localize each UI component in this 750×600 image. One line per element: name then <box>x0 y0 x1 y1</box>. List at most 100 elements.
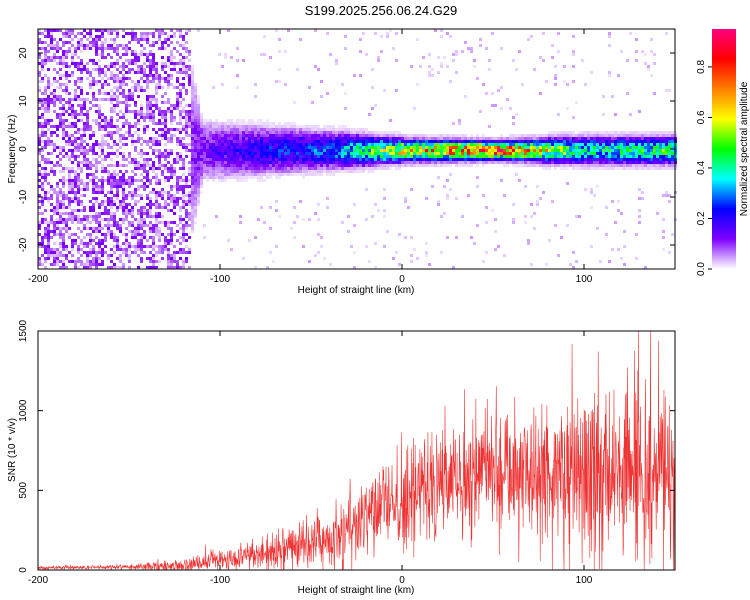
spectrogram-cell <box>524 152 527 155</box>
spectrogram-cell <box>131 245 134 248</box>
spectrogram-cell <box>650 140 653 143</box>
spectrogram-cell <box>71 245 74 248</box>
spectrogram-cell <box>41 128 44 131</box>
spectrogram-cell <box>329 164 332 167</box>
spectrogram-cell <box>347 140 350 143</box>
spectrogram-cell <box>68 41 71 44</box>
spectrogram-cell <box>398 161 401 164</box>
spectrogram-cell <box>395 131 398 134</box>
spectrogram-cell <box>182 65 185 68</box>
spectrogram-cell <box>197 29 200 32</box>
spectrogram-cell <box>191 173 194 176</box>
spectrogram-cell <box>260 140 263 143</box>
spectrogram-cell <box>155 200 158 203</box>
spectrogram-cell <box>302 158 305 161</box>
spectrogram-cell <box>623 131 626 134</box>
spectrogram-cell <box>122 200 125 203</box>
spectrogram-cell <box>305 131 308 134</box>
spectrogram-cell <box>158 122 161 125</box>
spectrogram-cell <box>152 128 155 131</box>
spectrogram-cell <box>443 152 446 155</box>
spectrogram-cell <box>467 161 470 164</box>
spectrogram-cell <box>80 209 83 212</box>
spectrogram-cell <box>74 89 77 92</box>
spectrogram-cell <box>293 125 296 128</box>
spectrogram-cell <box>521 149 524 152</box>
spectrogram-cell <box>59 179 62 182</box>
spectrogram-cell <box>134 122 137 125</box>
spectrogram-cell <box>539 161 542 164</box>
spectrogram-cell <box>470 143 473 146</box>
spectrogram-cell <box>287 137 290 140</box>
spectrogram-cell <box>455 155 458 158</box>
spectrogram-cell <box>206 179 209 182</box>
spectrogram-cell <box>203 134 206 137</box>
spectrogram-cell <box>425 134 428 137</box>
spectrogram-cell <box>302 173 305 176</box>
spectrogram-cell <box>152 59 155 62</box>
spectrogram-cell <box>110 260 113 263</box>
spectrogram-cell <box>326 158 329 161</box>
spectrogram-cell <box>668 137 671 140</box>
spectrogram-cell <box>302 140 305 143</box>
spectrogram-cell <box>89 149 92 152</box>
spectrogram-cell <box>380 146 383 149</box>
spectrogram-cell <box>578 155 581 158</box>
spectrogram-cell <box>56 62 59 65</box>
spectrogram-cell <box>419 143 422 146</box>
spectrogram-cell <box>38 221 41 224</box>
spectrogram-cell <box>122 29 125 32</box>
spectrogram-cell <box>536 185 539 188</box>
spectrogram-cell <box>287 155 290 158</box>
spectrogram-cell <box>665 194 668 197</box>
spectrogram-cell <box>251 137 254 140</box>
spectrogram-cell <box>164 149 167 152</box>
spectrogram-cell <box>95 218 98 221</box>
spectrogram-cell <box>62 212 65 215</box>
spectrogram-cell <box>323 125 326 128</box>
spectrogram-cell <box>662 152 665 155</box>
spectrogram-cell <box>65 152 68 155</box>
spectrogram-cell <box>545 149 548 152</box>
spectrogram-cell <box>557 155 560 158</box>
spectrogram-cell <box>593 131 596 134</box>
spectrogram-cell <box>86 47 89 50</box>
spectrogram-cell <box>38 137 41 140</box>
spectrogram-cell <box>101 188 104 191</box>
spectrogram-cell <box>131 194 134 197</box>
spectrogram-cell <box>323 170 326 173</box>
spectrogram-cell <box>422 149 425 152</box>
spectrogram-cell <box>398 233 401 236</box>
spectrogram-cell <box>614 113 617 116</box>
spectrogram-cell <box>116 80 119 83</box>
spectrogram-cell <box>659 152 662 155</box>
spectrogram-cell <box>134 230 137 233</box>
spectrogram-cell <box>482 164 485 167</box>
spectrogram-cell <box>62 35 65 38</box>
spectrogram-cell <box>581 158 584 161</box>
spectrogram-cell <box>449 155 452 158</box>
spectrogram-cell <box>329 125 332 128</box>
spectrogram-cell <box>449 164 452 167</box>
spectrogram-cell <box>485 206 488 209</box>
spectrogram-cell <box>329 146 332 149</box>
spectrogram-cell <box>56 197 59 200</box>
spectrogram-cell <box>371 143 374 146</box>
spectrogram-cell <box>647 161 650 164</box>
spectrogram-cell <box>128 266 131 269</box>
spectrogram-cell <box>110 134 113 137</box>
spectrogram-cell <box>308 260 311 263</box>
spectrogram-cell <box>596 140 599 143</box>
spectrogram-cell <box>128 68 131 71</box>
spectrogram-cell <box>116 53 119 56</box>
spectrogram-cell <box>92 215 95 218</box>
spectrogram-cell <box>212 134 215 137</box>
spectrogram-cell <box>59 188 62 191</box>
spectrogram-cell <box>104 194 107 197</box>
spectrogram-cell <box>62 203 65 206</box>
spectrogram-cell <box>95 263 98 266</box>
spectrogram-cell <box>80 167 83 170</box>
spectrogram-cell <box>557 164 560 167</box>
spectrogram-cell <box>230 173 233 176</box>
spectrogram-cell <box>299 167 302 170</box>
